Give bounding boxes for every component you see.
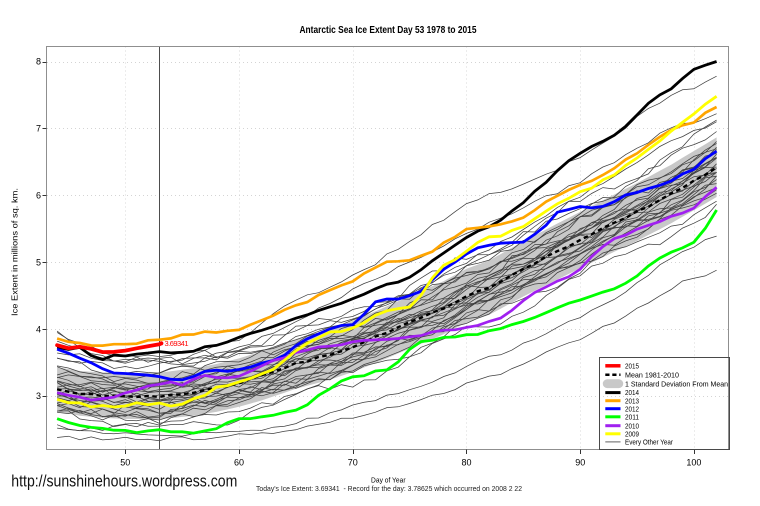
- svg-text:2014: 2014: [625, 388, 639, 397]
- svg-text:8: 8: [36, 57, 41, 67]
- svg-text:http://sunshinehours.wordpress: http://sunshinehours.wordpress.com: [11, 472, 237, 490]
- svg-text:2010: 2010: [625, 421, 639, 430]
- svg-text:7: 7: [36, 124, 41, 134]
- svg-text:1 Standard Deviation From Mean: 1 Standard Deviation From Mean: [625, 379, 728, 388]
- svg-text:90: 90: [575, 458, 585, 468]
- svg-text:3: 3: [36, 391, 41, 401]
- svg-text:2009: 2009: [625, 429, 639, 438]
- svg-text:Day of Year: Day of Year: [371, 478, 406, 485]
- svg-text:Every Other Year: Every Other Year: [625, 438, 674, 447]
- svg-text:2012: 2012: [625, 404, 639, 413]
- svg-text:4: 4: [36, 324, 41, 334]
- svg-text:Ice Extent in millions of sq.: Ice Extent in millions of sq. km.: [11, 188, 20, 316]
- svg-text:3.69341: 3.69341: [165, 339, 189, 348]
- svg-text:50: 50: [120, 458, 130, 468]
- svg-text:80: 80: [461, 458, 471, 468]
- svg-text:2011: 2011: [625, 412, 639, 421]
- svg-text:60: 60: [234, 458, 244, 468]
- svg-text:Mean 1981-2010: Mean 1981-2010: [625, 370, 679, 379]
- svg-text:Antarctic Sea Ice Extent Day 5: Antarctic Sea Ice Extent Day 53 1978 to …: [300, 25, 477, 36]
- svg-text:70: 70: [348, 458, 358, 468]
- svg-text:Today's Ice Extent: 3.69341 -: Today's Ice Extent: 3.69341 - Record for…: [256, 484, 522, 493]
- svg-text:100: 100: [686, 458, 701, 468]
- svg-text:2013: 2013: [625, 396, 639, 405]
- svg-text:6: 6: [36, 191, 41, 201]
- svg-text:5: 5: [36, 257, 41, 267]
- svg-text:2015: 2015: [625, 361, 639, 370]
